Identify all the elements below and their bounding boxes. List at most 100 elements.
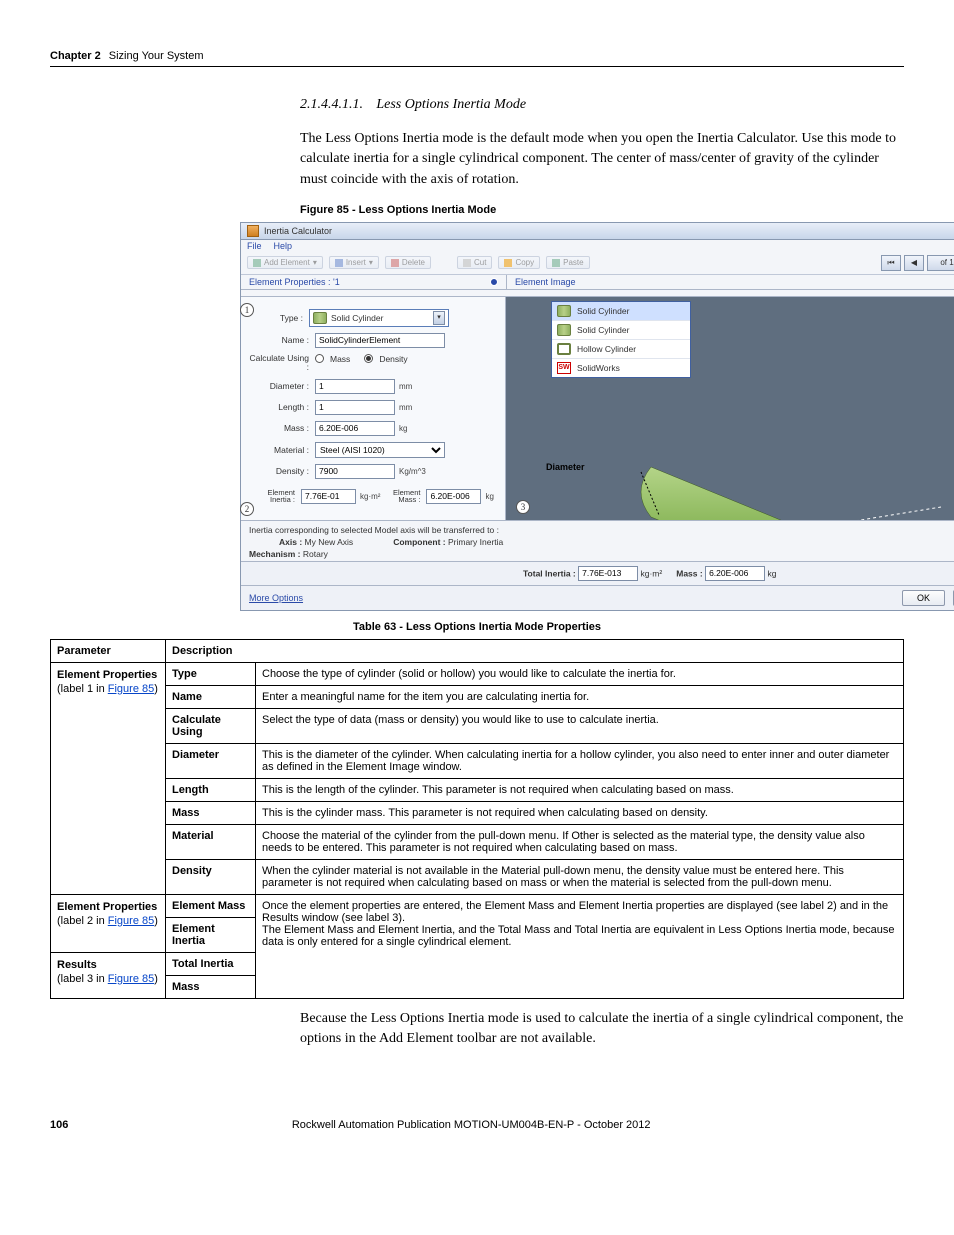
row-calc-param: Calculate Using — [166, 708, 256, 743]
type-dropdown-popup: Solid Cylinder Solid Cylinder Hollow Cyl… — [551, 301, 691, 378]
row-name-param: Name — [166, 685, 256, 708]
mass-label: Mass : — [249, 423, 309, 433]
length-input[interactable] — [315, 400, 395, 415]
element-inertia-value — [301, 489, 356, 504]
row-length-param: Length — [166, 778, 256, 801]
density-label: Density : — [249, 466, 309, 476]
delete-button[interactable]: Delete — [385, 256, 431, 269]
figure-85-link-2[interactable]: Figure 85 — [108, 915, 154, 927]
name-label: Name : — [249, 335, 309, 345]
pager-first[interactable]: ⏮ — [881, 255, 901, 271]
density-unit: Kg/m^3 — [399, 467, 426, 476]
app-icon — [247, 225, 259, 237]
type-dropdown[interactable]: Solid Cylinder ▾ — [309, 309, 449, 327]
row-mass-desc: This is the cylinder mass. This paramete… — [256, 801, 904, 824]
type-label: Type : — [267, 313, 303, 323]
figure-85-link-3[interactable]: Figure 85 — [108, 973, 154, 985]
pager-prev[interactable]: ◀ — [904, 255, 924, 271]
element-mass-label: Element Mass : — [380, 489, 420, 504]
results-bar: Total Inertia : kg·m² Mass : kg — [241, 561, 954, 585]
properties-table: Parameter Description Element Properties… — [50, 639, 904, 999]
copy-button[interactable]: Copy — [498, 256, 540, 269]
row-elmass-param: Element Mass — [166, 894, 256, 917]
cut-button[interactable]: Cut — [457, 256, 492, 269]
dd-hollow-cylinder[interactable]: Hollow Cylinder — [552, 340, 690, 359]
solid-cylinder-icon — [313, 312, 327, 324]
outro-paragraph: Because the Less Options Inertia mode is… — [300, 1009, 904, 1050]
th-parameter: Parameter — [51, 639, 166, 662]
more-options-link[interactable]: More Options — [249, 593, 303, 603]
density-radio[interactable]: Density — [364, 354, 407, 364]
ok-button[interactable]: OK — [902, 590, 945, 606]
callout-1: 1 — [240, 303, 254, 317]
mass-radio[interactable]: Mass — [315, 354, 350, 364]
material-label: Material : — [249, 445, 309, 455]
total-inertia-output — [578, 566, 638, 581]
total-mass-output — [705, 566, 765, 581]
mass-unit: kg — [399, 424, 407, 433]
row-density-param: Density — [166, 859, 256, 894]
section-title: Less Options Inertia Mode — [376, 97, 526, 112]
toolbar: Add Element ▾ Insert ▾ Delete Cut Copy P… — [241, 252, 954, 275]
element-mass-unit: kg — [485, 492, 493, 501]
row-diameter-param: Diameter — [166, 743, 256, 778]
page-number: 106 — [50, 1119, 68, 1131]
section-heading: 2.1.4.4.1.1. Less Options Inertia Mode — [300, 97, 904, 113]
chapter-label: Chapter 2 — [50, 50, 101, 62]
mass-input[interactable] — [315, 421, 395, 436]
callout-2: 2 — [240, 502, 254, 516]
menu-file[interactable]: File — [247, 241, 262, 251]
table-caption: Table 63 - Less Options Inertia Mode Pro… — [50, 621, 904, 633]
material-select[interactable]: Steel (AISI 1020) — [315, 442, 445, 458]
transfer-info: Inertia corresponding to selected Model … — [241, 520, 954, 561]
merged-description: Once the element properties are entered,… — [256, 894, 904, 998]
diameter-annotation: Diameter — [546, 462, 585, 472]
group-element-properties-2: Element Properties (label 2 in Figure 85… — [51, 894, 166, 952]
element-image-header: Element Image◀ ▶ — [506, 275, 954, 290]
diameter-label: Diameter : — [249, 381, 309, 391]
row-elinertia-param: Element Inertia — [166, 917, 256, 952]
dd-solid-cylinder[interactable]: Solid Cylinder — [552, 302, 690, 321]
row-material-param: Material — [166, 824, 256, 859]
insert-button[interactable]: Insert ▾ — [329, 256, 379, 269]
group-results: Results (label 3 in Figure 85) — [51, 952, 166, 998]
length-unit: mm — [399, 403, 412, 412]
group-element-properties: Element Properties (label 1 in Figure 85… — [51, 662, 166, 894]
row-mass2-param: Mass — [166, 975, 256, 998]
inertia-calculator-window: Inertia Calculator – ▢ × File Help Add E… — [240, 222, 954, 611]
figure-85-link[interactable]: Figure 85 — [108, 683, 154, 695]
paste-button[interactable]: Paste — [546, 256, 589, 269]
name-input[interactable] — [315, 333, 445, 348]
intro-paragraph: The Less Options Inertia mode is the def… — [300, 129, 904, 190]
calculate-using-label: Calculate Using : — [249, 354, 309, 373]
page-footer: 106 Rockwell Automation Publication MOTI… — [50, 1119, 904, 1131]
properties-header: Element Properties : '1 — [241, 275, 506, 290]
dd-solid-cylinder-2[interactable]: Solid Cylinder — [552, 321, 690, 340]
th-description: Description — [166, 639, 904, 662]
row-density-desc: When the cylinder material is not availa… — [256, 859, 904, 894]
pin-icon[interactable] — [490, 278, 498, 286]
row-type-param: Type — [166, 662, 256, 685]
properties-panel: 1 Type : Solid Cylinder ▾ Name : Calcula… — [241, 297, 506, 520]
cylinder-preview — [531, 427, 954, 520]
page-header: Chapter 2 Sizing Your System — [50, 50, 904, 62]
preview-panel: Solid Cylinder Solid Cylinder Hollow Cyl… — [506, 297, 954, 520]
element-inertia-unit: kg·m² — [360, 492, 380, 501]
row-name-desc: Enter a meaningful name for the item you… — [256, 685, 904, 708]
menu-help[interactable]: Help — [274, 241, 293, 251]
chapter-title: Sizing Your System — [109, 50, 204, 62]
element-inertia-label: Element Inertia : — [249, 489, 295, 504]
add-element-button[interactable]: Add Element ▾ — [247, 256, 323, 269]
diameter-input[interactable] — [315, 379, 395, 394]
row-calc-desc: Select the type of data (mass or density… — [256, 708, 904, 743]
dd-solidworks[interactable]: SWSolidWorks — [552, 359, 690, 377]
row-type-desc: Choose the type of cylinder (solid or ho… — [256, 662, 904, 685]
callout-3: 3 — [516, 500, 530, 514]
figure-caption: Figure 85 - Less Options Inertia Mode — [300, 204, 904, 216]
row-material-desc: Choose the material of the cylinder from… — [256, 824, 904, 859]
chevron-down-icon: ▾ — [433, 311, 445, 325]
menu-bar: File Help — [241, 240, 954, 252]
density-input[interactable] — [315, 464, 395, 479]
header-rule — [50, 66, 904, 67]
diameter-unit: mm — [399, 382, 412, 391]
